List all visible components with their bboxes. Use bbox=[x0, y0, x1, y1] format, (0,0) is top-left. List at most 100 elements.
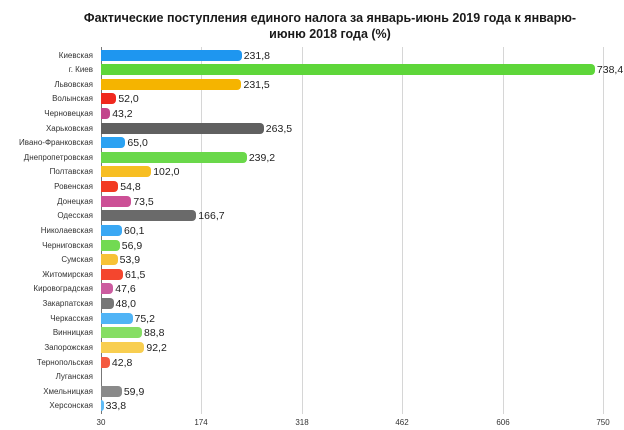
category-label: Днепропетровская bbox=[23, 152, 93, 162]
category-label: Николаевская bbox=[40, 225, 93, 235]
bar bbox=[101, 166, 152, 178]
category-label: Кировоградская bbox=[33, 284, 93, 294]
bar-row: Киевская 231,8 bbox=[0, 49, 624, 63]
category-label: Черновецкая bbox=[44, 108, 93, 118]
bar bbox=[101, 327, 142, 339]
bar-row: Тернопольская 42,8 bbox=[0, 356, 624, 370]
bar bbox=[101, 151, 247, 163]
value-label: 59,9 bbox=[123, 385, 145, 398]
value-label: 56,9 bbox=[121, 239, 143, 252]
category-label: Черниговская bbox=[42, 240, 93, 250]
x-tick-label: 174 bbox=[194, 418, 208, 427]
category-label: Ровенская bbox=[54, 182, 93, 192]
bar-row: Черкасская 75,2 bbox=[0, 312, 624, 326]
bar-row: Луганская bbox=[0, 370, 624, 384]
value-label: 88,8 bbox=[143, 327, 165, 340]
bar bbox=[101, 356, 110, 368]
value-label: 75,2 bbox=[134, 312, 155, 325]
bar-row: Ровенская 54,8 bbox=[0, 180, 624, 194]
gridline bbox=[503, 47, 504, 414]
category-label: Ивано-Франковская bbox=[19, 138, 93, 148]
bar bbox=[101, 254, 118, 266]
x-tick-label: 462 bbox=[395, 418, 409, 427]
bar-row: Волынская 52,0 bbox=[0, 92, 624, 106]
category-label: Сумская bbox=[61, 255, 93, 265]
bar bbox=[101, 78, 242, 90]
gridline bbox=[603, 47, 604, 414]
chart-title: Фактические поступления единого налога з… bbox=[60, 10, 600, 42]
bar bbox=[101, 122, 264, 134]
value-label: 48,0 bbox=[115, 298, 136, 311]
chart-title-line-1: Фактические поступления единого налога з… bbox=[83, 11, 577, 25]
value-label: 231,5 bbox=[243, 78, 270, 91]
x-tick-label: 318 bbox=[295, 418, 309, 427]
bar-row: Николаевская 60,1 bbox=[0, 224, 624, 238]
bar bbox=[101, 341, 145, 353]
category-label: Луганская bbox=[55, 372, 93, 382]
bar-row: Днепропетровская 239,2 bbox=[0, 151, 624, 165]
category-label: Житомирская bbox=[42, 269, 93, 279]
value-label: 738,4 bbox=[596, 64, 624, 77]
value-label: 239,2 bbox=[248, 151, 276, 164]
gridline bbox=[201, 47, 202, 414]
x-tick-label: 750 bbox=[596, 418, 610, 427]
bar bbox=[101, 268, 123, 280]
bar-row: Сумская 53,9 bbox=[0, 253, 624, 267]
bar-row: Черновецкая 43,2 bbox=[0, 107, 624, 121]
value-label: 102,0 bbox=[153, 166, 180, 179]
bar-row: Закарпатская 48,0 bbox=[0, 297, 624, 311]
category-label: Закарпатская bbox=[42, 299, 94, 309]
bar bbox=[101, 283, 114, 295]
gridline bbox=[402, 47, 403, 414]
chart-title-line-2: июню 2018 года (%) bbox=[269, 27, 391, 41]
category-label: Киевская bbox=[58, 50, 93, 60]
value-label: 61,5 bbox=[124, 268, 146, 281]
bar bbox=[101, 385, 122, 397]
category-label: Хмельницкая bbox=[43, 386, 93, 396]
value-label: 231,8 bbox=[243, 49, 270, 62]
bar bbox=[101, 49, 242, 61]
value-label: 263,5 bbox=[265, 122, 293, 135]
value-label: 166,7 bbox=[198, 210, 225, 223]
bar bbox=[101, 312, 133, 324]
category-label: Винницкая bbox=[52, 328, 93, 338]
category-label: Волынская bbox=[52, 94, 93, 104]
category-label: Тернопольская bbox=[36, 357, 93, 367]
bar bbox=[101, 210, 197, 222]
bar bbox=[101, 93, 117, 105]
bar-row: Полтавская 102,0 bbox=[0, 165, 624, 179]
value-label: 43,2 bbox=[112, 107, 133, 120]
bar-row: Харьковская 263,5 bbox=[0, 122, 624, 136]
bar-row: Хмельницкая 59,9 bbox=[0, 385, 624, 399]
value-label: 73,5 bbox=[133, 195, 154, 208]
category-label: Львовская bbox=[54, 79, 93, 89]
bar bbox=[101, 239, 120, 251]
category-label: Полтавская bbox=[49, 167, 93, 177]
bar bbox=[101, 298, 114, 310]
x-tick-label: 30 bbox=[96, 418, 106, 427]
value-label: 53,9 bbox=[119, 254, 141, 267]
bar bbox=[101, 181, 119, 193]
category-label: Херсонская bbox=[49, 401, 93, 411]
bar-row: Житомирская 61,5 bbox=[0, 268, 624, 282]
x-tick-label: 606 bbox=[496, 418, 510, 427]
gridline bbox=[302, 47, 303, 414]
category-label: Донецкая bbox=[57, 196, 93, 206]
bar-row: Запорожская 92,2 bbox=[0, 341, 624, 355]
bar-row: Львовская 231,5 bbox=[0, 78, 624, 92]
category-label: Запорожская bbox=[44, 342, 93, 352]
bar-row: г. Киев 738,4 bbox=[0, 63, 624, 77]
bar bbox=[101, 400, 104, 412]
value-label: 33,8 bbox=[105, 400, 127, 413]
bar-row: Херсонская 33,8 bbox=[0, 399, 624, 413]
bar-row: Кировоградская 47,6 bbox=[0, 282, 624, 296]
bar-row: Одесская 166,7 bbox=[0, 209, 624, 223]
category-label: г. Киев bbox=[68, 65, 93, 75]
value-label: 60,1 bbox=[123, 224, 145, 237]
value-label: 47,6 bbox=[115, 283, 136, 296]
bar bbox=[101, 224, 122, 236]
bar-row: Ивано-Франковская 65,0 bbox=[0, 136, 624, 150]
bar bbox=[101, 195, 132, 207]
bar bbox=[101, 107, 111, 119]
